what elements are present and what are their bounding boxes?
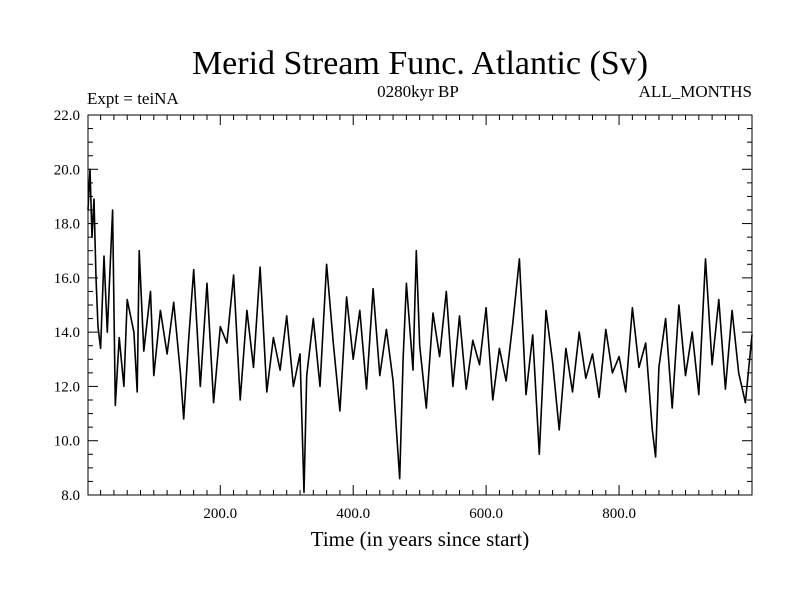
chart-title: Merid Stream Func. Atlantic (Sv) <box>192 45 648 82</box>
y-tick-label: 14.0 <box>54 325 80 341</box>
experiment-label: Expt = teiNA <box>87 89 179 108</box>
months-label: ALL_MONTHS <box>639 82 752 101</box>
plot-frame <box>87 114 753 496</box>
y-tick-label: 8.0 <box>61 488 80 504</box>
y-tick-label: 10.0 <box>54 434 80 450</box>
x-tick-label: 800.0 <box>602 506 636 522</box>
y-tick-label: 12.0 <box>54 379 80 395</box>
period-label: 0280kyr BP <box>377 82 459 101</box>
axis-ticks <box>88 114 752 496</box>
y-tick-label: 16.0 <box>54 271 80 287</box>
series-line-teiNA <box>87 168 753 494</box>
x-tick-label: 600.0 <box>469 506 503 522</box>
x-tick-label: 200.0 <box>203 506 237 522</box>
axis-tick-labels: 8.0 10.0 12.0 14.0 16.0 18.0 20.0 22.0 200.0 400.… <box>54 108 636 522</box>
y-tick-label: 18.0 <box>54 217 80 233</box>
y-tick-label: 22.0 <box>54 108 80 124</box>
y-tick-label: 20.0 <box>54 162 80 178</box>
x-axis-label: Time (in years since start) <box>311 527 530 551</box>
x-tick-label: 400.0 <box>336 506 370 522</box>
